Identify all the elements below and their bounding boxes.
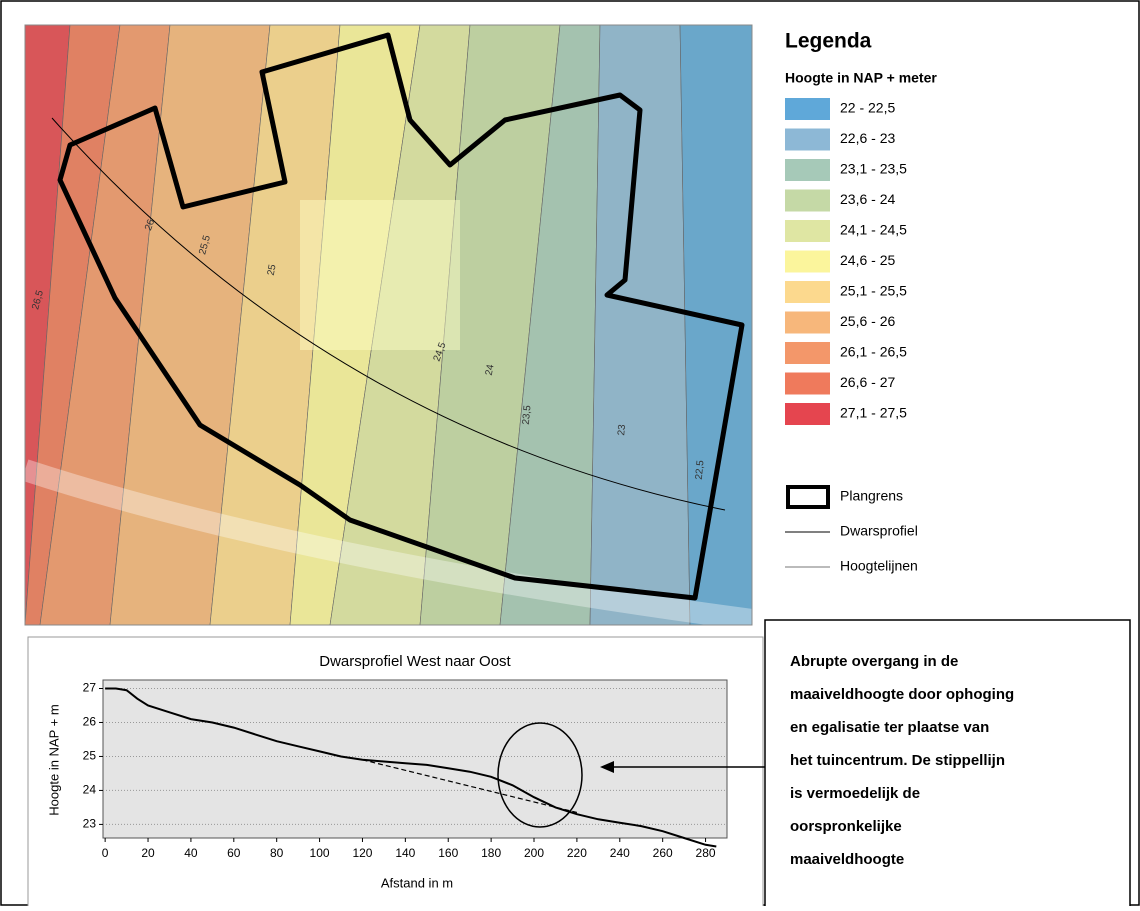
legend-label: 22,6 - 23 (840, 130, 895, 146)
x-tick-label: 60 (227, 846, 241, 860)
legend-swatch (785, 403, 830, 425)
legend-label: 25,1 - 25,5 (840, 283, 907, 299)
legend-label: Dwarsprofiel (840, 523, 918, 539)
greenhouse (300, 200, 460, 350)
x-tick-label: 200 (524, 846, 544, 860)
legend-title: Legenda (785, 30, 872, 53)
legend-label: 27,1 - 27,5 (840, 405, 907, 421)
x-tick-label: 140 (395, 846, 415, 860)
chart: Dwarsprofiel West naar Oost Afstand in m… (28, 637, 763, 906)
legend-label: 22 - 22,5 (840, 100, 895, 116)
legend-swatch (785, 251, 830, 273)
x-tick-label: 0 (102, 846, 109, 860)
x-tick-label: 80 (270, 846, 284, 860)
legend-subtitle: Hoogte in NAP + meter (785, 70, 937, 86)
y-tick-label: 24 (83, 783, 97, 797)
legend-label: 23,6 - 24 (840, 191, 895, 207)
x-tick-label: 220 (567, 846, 587, 860)
legend-label: 24,6 - 25 (840, 252, 895, 268)
x-axis-label: Afstand in m (381, 875, 453, 890)
legend-swatch (785, 373, 830, 395)
page: 26,52625,52524,52423,52322,5 Legenda Hoo… (0, 0, 1140, 906)
legend-swatch (785, 190, 830, 212)
x-tick-label: 280 (696, 846, 716, 860)
legend-swatch (785, 220, 830, 242)
y-tick-label: 25 (83, 749, 97, 763)
annotation-line: en egalisatie ter plaatse van (790, 719, 989, 736)
contour-label: 22,5 (694, 459, 707, 480)
legend-swatch (785, 129, 830, 151)
annotation-line: maaiveldhoogte (790, 851, 904, 868)
legend-label: 26,1 - 26,5 (840, 344, 907, 360)
legend-label: Hoogtelijnen (840, 558, 918, 574)
legend-swatch (785, 342, 830, 364)
legend-label: 26,6 - 27 (840, 374, 895, 390)
contour-label: 23 (616, 424, 628, 436)
annotation-line: Abrupte overgang in de (790, 653, 958, 670)
y-tick-label: 26 (83, 715, 97, 729)
x-tick-label: 120 (352, 846, 372, 860)
legend-swatch (785, 312, 830, 334)
annotation-line: is vermoedelijk de (790, 785, 920, 802)
x-tick-label: 20 (141, 846, 155, 860)
legend-label: Plangrens (840, 488, 903, 504)
y-tick-label: 27 (83, 681, 97, 695)
x-tick-label: 160 (438, 846, 458, 860)
x-tick-label: 180 (481, 846, 501, 860)
plot-area (103, 680, 727, 838)
annotation-line: het tuincentrum. De stippellijn (790, 752, 1005, 769)
annotation-line: maaiveldhoogte door ophoging (790, 686, 1014, 703)
legend-label: 23,1 - 23,5 (840, 161, 907, 177)
x-tick-label: 240 (610, 846, 630, 860)
x-tick-label: 100 (310, 846, 330, 860)
legend-swatch (785, 98, 830, 120)
x-tick-label: 260 (653, 846, 673, 860)
chart-title: Dwarsprofiel West naar Oost (319, 653, 511, 670)
legend-swatch (785, 159, 830, 181)
legend-label: 25,6 - 26 (840, 313, 895, 329)
legend-swatch (785, 281, 830, 303)
legend-label: 24,1 - 24,5 (840, 222, 907, 238)
contour-label: 23,5 (521, 404, 534, 425)
annotation-line: oorspronkelijke (790, 818, 902, 835)
y-axis-label: Hoogte in NAP + m (46, 704, 61, 815)
y-tick-label: 23 (83, 817, 97, 831)
x-tick-label: 40 (184, 846, 198, 860)
